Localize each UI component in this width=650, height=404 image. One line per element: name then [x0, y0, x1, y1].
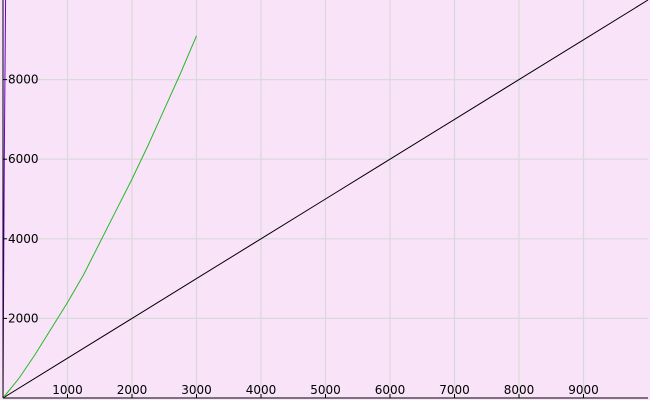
x-tick-label: 8000 — [504, 383, 535, 397]
x-tick-label: 7000 — [439, 383, 470, 397]
x-tick-label: 6000 — [375, 383, 406, 397]
y-tick-label: 2000 — [8, 311, 39, 325]
x-tick-label: 2000 — [117, 383, 148, 397]
x-tick-label: 5000 — [310, 383, 341, 397]
x-tick-label: 3000 — [181, 383, 212, 397]
x-gridlines — [66, 0, 585, 398]
y-tick-labels: 2000 4000 6000 8000 — [8, 73, 39, 326]
x-tick-label: 1000 — [52, 383, 83, 397]
x-tick-labels: 1000 2000 3000 4000 5000 6000 7000 8000 9000 — [52, 383, 599, 397]
y-tick-label: 8000 — [8, 73, 39, 87]
y-tick-label: 6000 — [8, 152, 39, 166]
x-tick-label: 9000 — [568, 383, 599, 397]
x-tick-label: 4000 — [246, 383, 277, 397]
y-tick-label: 4000 — [8, 232, 39, 246]
series-line-2 — [2, 35, 197, 399]
y-gridlines — [3, 78, 648, 319]
